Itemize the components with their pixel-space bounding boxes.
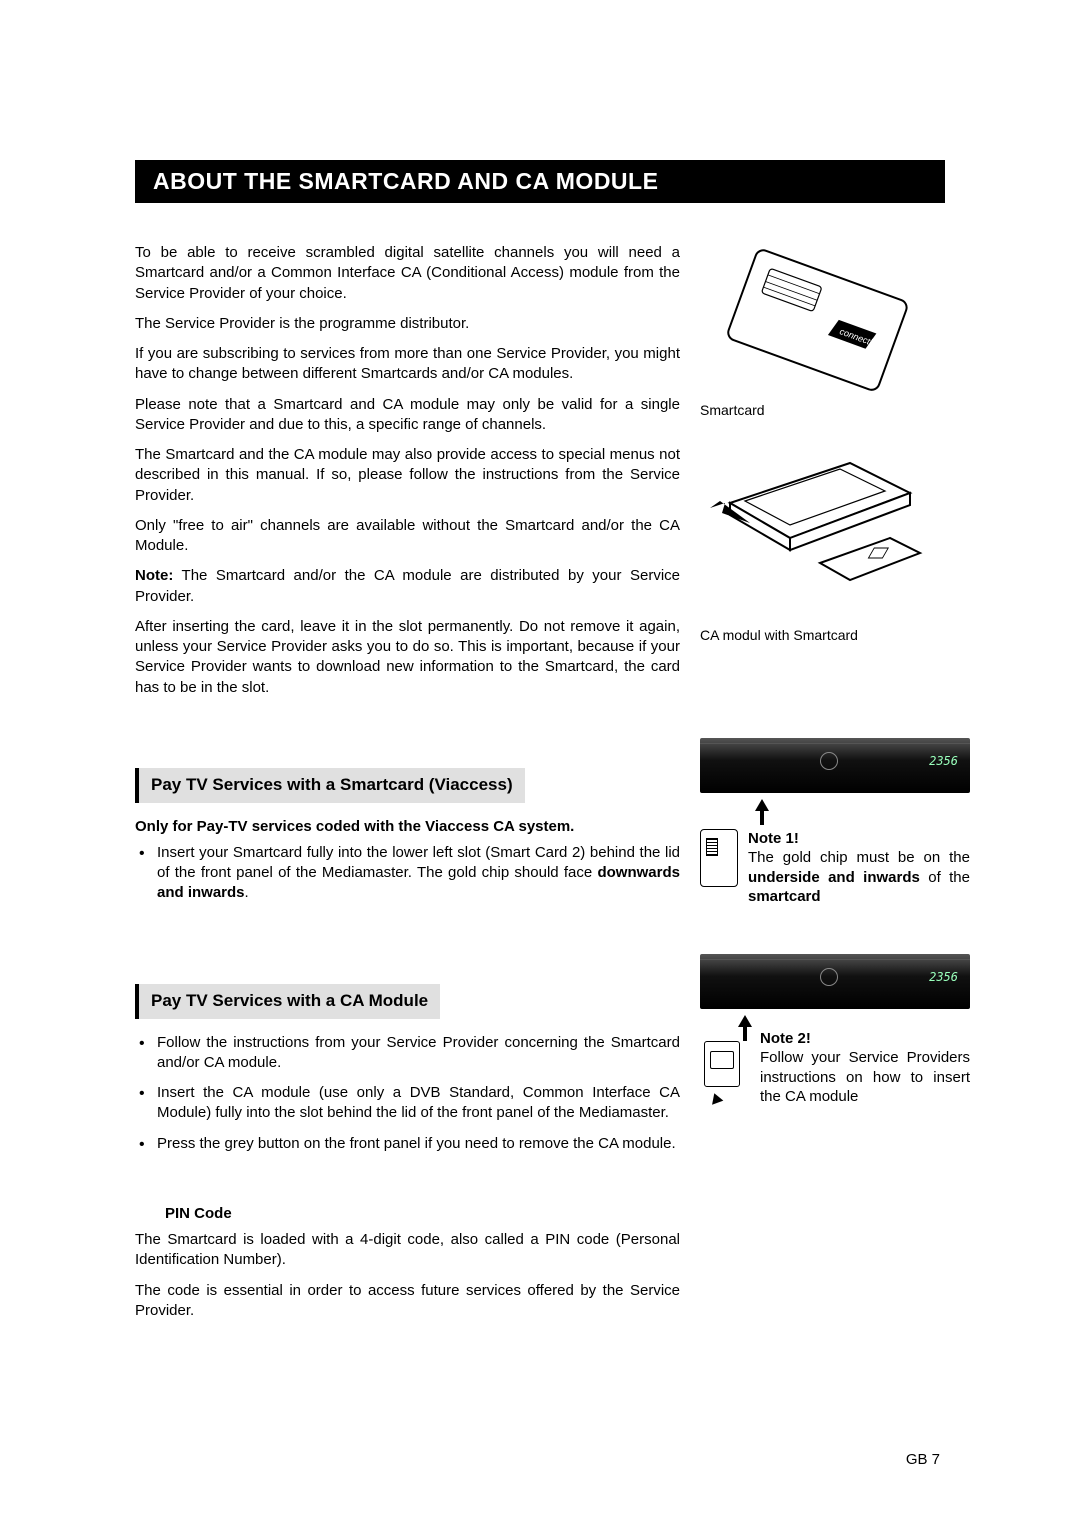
note1-mid: of the bbox=[920, 869, 970, 886]
section1-block: Only for Pay-TV services coded with the … bbox=[135, 817, 680, 904]
note2-row: Note 2! Follow your Service Providers in… bbox=[700, 1015, 970, 1107]
note2-title: Note 2! bbox=[760, 1030, 811, 1047]
intro-p7: Note: The Smartcard and/or the CA module… bbox=[135, 566, 680, 607]
smartcard-caption: Smartcard bbox=[700, 402, 945, 418]
intro-row: To be able to receive scrambled digital … bbox=[135, 243, 945, 708]
section1-bold: Only for Pay-TV services coded with the … bbox=[135, 817, 680, 837]
section2-title: Pay TV Services with a CA Module bbox=[135, 984, 440, 1019]
section2-side: 2356 Note 2! Follow your Service Provide… bbox=[700, 954, 970, 1331]
section2-b3: Press the grey button on the front panel… bbox=[157, 1134, 680, 1154]
intro-p4: Please note that a Smartcard and CA modu… bbox=[135, 395, 680, 436]
section2-list: Follow the instructions from your Servic… bbox=[135, 1033, 680, 1154]
note1-b1: underside and inwards bbox=[748, 869, 920, 886]
section2-row: Pay TV Services with a CA Module Follow … bbox=[135, 954, 945, 1331]
pin-p2: The code is essential in order to access… bbox=[135, 1281, 680, 1322]
note1-title: Note 1! bbox=[748, 830, 799, 847]
section1-main: Pay TV Services with a Smartcard (Viacce… bbox=[135, 738, 680, 924]
pin-section: PIN Code The Smartcard is loaded with a … bbox=[135, 1204, 680, 1321]
note-text: The Smartcard and/or the CA module are d… bbox=[135, 567, 680, 604]
section2-b1: Follow the instructions from your Servic… bbox=[157, 1033, 680, 1074]
note1-block: Note 1! The gold chip must be on the und… bbox=[700, 829, 970, 907]
note2-text-block: Note 2! Follow your Service Providers in… bbox=[760, 1029, 970, 1107]
intro-p1: To be able to receive scrambled digital … bbox=[135, 243, 680, 304]
intro-p2: The Service Provider is the programme di… bbox=[135, 314, 680, 334]
section1-list: Insert your Smartcard fully into the low… bbox=[135, 843, 680, 904]
section2-main: Pay TV Services with a CA Module Follow … bbox=[135, 954, 680, 1331]
arrow-up-icon-2 bbox=[738, 1015, 752, 1027]
smartcard-icon: connecting bbox=[700, 243, 910, 393]
note1-pre: The gold chip must be on the bbox=[748, 849, 970, 866]
b1-post: . bbox=[245, 884, 249, 901]
section2-b2: Insert the CA module (use only a DVB Sta… bbox=[157, 1083, 680, 1124]
ca-small-icon bbox=[700, 1041, 746, 1103]
smartcard-small-icon bbox=[700, 829, 738, 887]
section1-title: Pay TV Services with a Smartcard (Viacce… bbox=[135, 768, 525, 803]
section1-row: Pay TV Services with a Smartcard (Viacce… bbox=[135, 738, 945, 924]
page-title: ABOUT THE SMARTCARD AND CA MODULE bbox=[153, 168, 658, 194]
arrow-stem-1 bbox=[760, 811, 764, 825]
pin-p1: The Smartcard is loaded with a 4-digit c… bbox=[135, 1230, 680, 1271]
note1-b2: smartcard bbox=[748, 888, 821, 905]
section1-bullet1: Insert your Smartcard fully into the low… bbox=[157, 843, 680, 904]
intro-main: To be able to receive scrambled digital … bbox=[135, 243, 680, 708]
device1-num: 2356 bbox=[929, 754, 958, 768]
section1-side: 2356 Note 1! The gold chip must be on th… bbox=[700, 738, 970, 924]
intro-p8: After inserting the card, leave it in th… bbox=[135, 617, 680, 698]
arrow-stem-2 bbox=[743, 1027, 747, 1041]
device2-num: 2356 bbox=[929, 970, 958, 984]
smartcard-figure: connecting Smartcard bbox=[700, 243, 945, 418]
camodule-caption: CA modul with Smartcard bbox=[700, 627, 945, 643]
page-footer: GB 7 bbox=[906, 1451, 940, 1468]
arrow-col bbox=[700, 1015, 752, 1103]
intro-p6: Only "free to air" channels are availabl… bbox=[135, 516, 680, 557]
intro-p5: The Smartcard and the CA module may also… bbox=[135, 445, 680, 506]
note2-text: Follow your Service Providers instructio… bbox=[760, 1049, 970, 1105]
pin-title: PIN Code bbox=[165, 1204, 680, 1224]
note-prefix: Note: bbox=[135, 567, 173, 584]
device-image-2: 2356 bbox=[700, 954, 970, 1009]
intro-side: connecting Smartcard bbox=[700, 243, 945, 708]
intro-p3: If you are subscribing to services from … bbox=[135, 344, 680, 385]
note1-text: Note 1! The gold chip must be on the und… bbox=[748, 829, 970, 907]
camodule-figure: CA modul with Smartcard bbox=[700, 448, 945, 643]
arrow-up-icon-1 bbox=[755, 799, 769, 811]
device-image-1: 2356 bbox=[700, 738, 970, 793]
camodule-icon bbox=[700, 448, 940, 618]
page-title-bar: ABOUT THE SMARTCARD AND CA MODULE bbox=[135, 160, 945, 203]
